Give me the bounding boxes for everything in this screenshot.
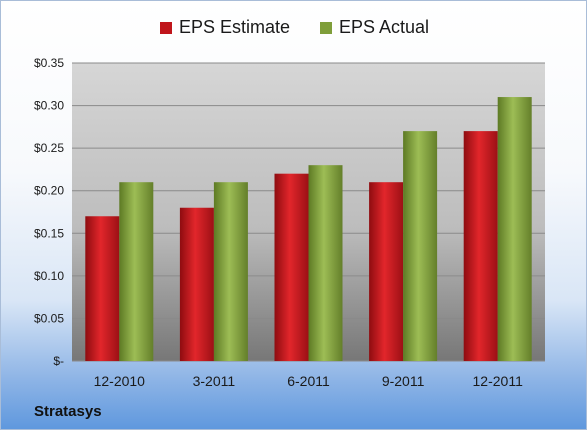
y-tick-label: $0.05 xyxy=(34,311,64,325)
y-tick-label: $0.10 xyxy=(34,269,64,283)
x-tick-label: 12-2011 xyxy=(473,373,524,389)
x-tick-label: 3-2011 xyxy=(193,373,236,389)
bar-eps-actual xyxy=(497,97,532,362)
y-axis-ticks: $- $0.05 $0.10 $0.15 $0.20 $0.25 $0.30 $0.35 xyxy=(34,56,64,368)
y-tick-label: $0.30 xyxy=(34,99,64,113)
y-tick-label: $- xyxy=(53,354,64,368)
legend-item-estimate: EPS Estimate xyxy=(159,17,290,38)
x-tick-label: 9-2011 xyxy=(382,373,425,389)
x-tick-label: 6-2011 xyxy=(287,373,330,389)
legend: EPS Estimate EPS Actual xyxy=(1,17,586,38)
x-tick-label: 12-2010 xyxy=(94,373,146,389)
x-axis-ticks: 12-2010 3-2011 6-2011 9-2011 12-2011 xyxy=(94,373,523,389)
legend-label-actual: EPS Actual xyxy=(338,17,430,37)
bar-eps-actual xyxy=(119,182,154,361)
y-tick-label: $0.25 xyxy=(34,141,64,155)
bar-eps-estimate xyxy=(85,216,120,361)
legend-swatch-estimate xyxy=(159,21,172,34)
bar-eps-estimate xyxy=(274,173,309,361)
bars xyxy=(85,97,532,362)
bar-eps-estimate xyxy=(463,131,498,361)
bar-eps-estimate xyxy=(369,182,404,361)
bar-eps-actual xyxy=(308,165,343,361)
y-tick-label: $0.20 xyxy=(34,184,64,198)
bar-eps-actual xyxy=(213,182,248,361)
legend-label-estimate: EPS Estimate xyxy=(178,17,290,37)
y-tick-label: $0.35 xyxy=(34,56,64,70)
y-tick-label: $0.15 xyxy=(34,226,64,240)
legend-item-actual: EPS Actual xyxy=(319,17,430,38)
bar-eps-estimate xyxy=(179,207,214,361)
legend-swatch-actual xyxy=(319,21,332,34)
company-name: Stratasys xyxy=(34,403,102,420)
bar-eps-actual xyxy=(403,131,438,361)
